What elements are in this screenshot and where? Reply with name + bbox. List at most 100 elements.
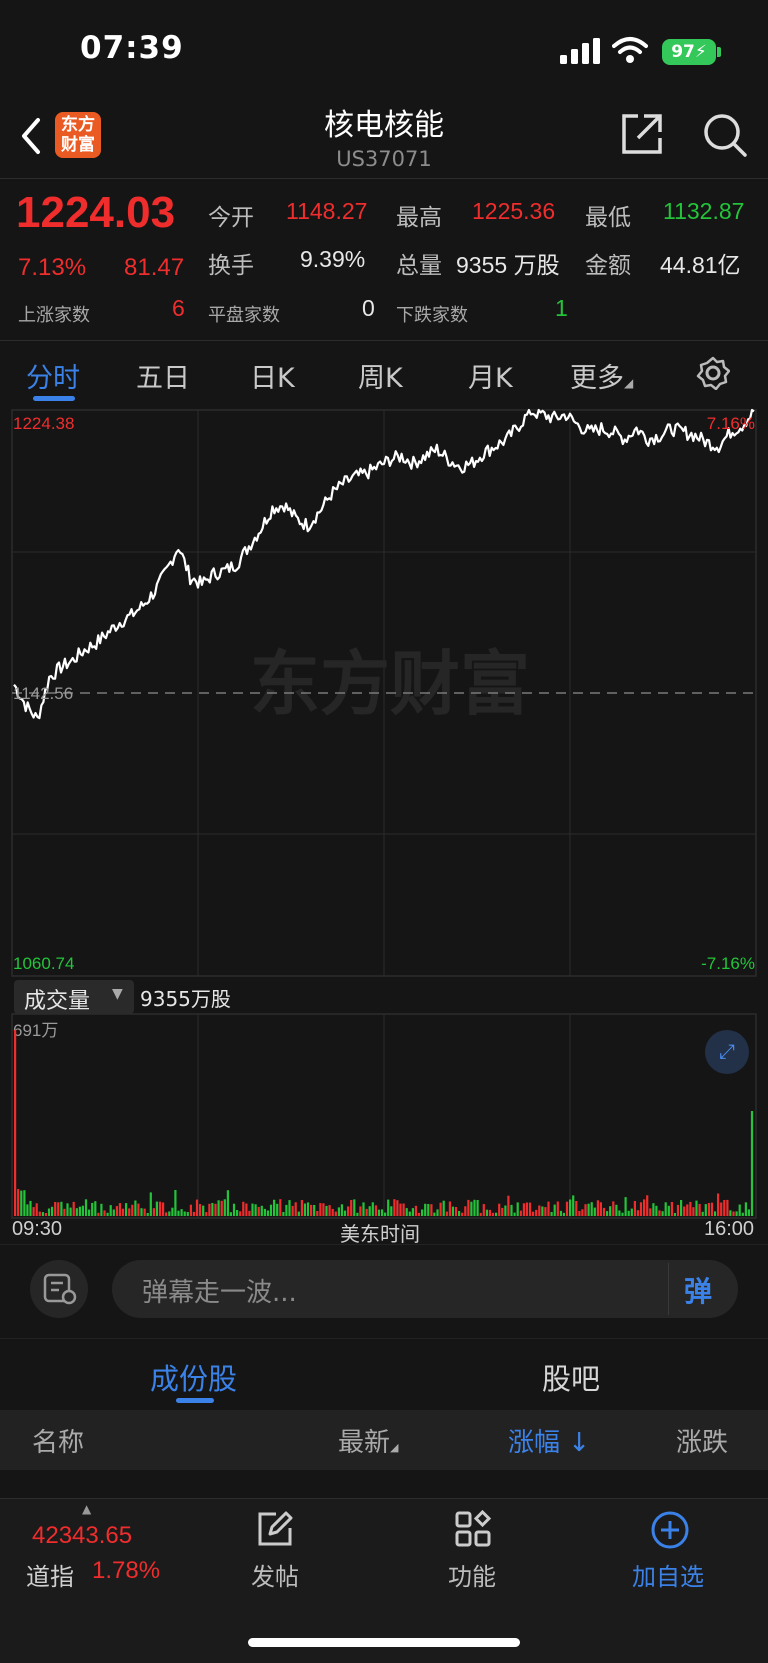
volume-bar bbox=[60, 1201, 63, 1216]
index-change[interactable]: 1.78% bbox=[92, 1557, 161, 1584]
x-mid-label: 美东时间 bbox=[340, 1224, 420, 1246]
volume-bar bbox=[328, 1205, 331, 1216]
y-min-label: 1060.74 bbox=[13, 954, 74, 973]
tab-stock-forum[interactable]: 股吧 bbox=[542, 1362, 601, 1396]
share-icon[interactable] bbox=[620, 112, 664, 156]
y-max-label: 1224.38 bbox=[13, 414, 74, 433]
volume-bar bbox=[427, 1204, 430, 1216]
volume-bar bbox=[340, 1204, 343, 1216]
danmaku-placeholder: 弹幕走一波... bbox=[142, 1278, 297, 1308]
volume-bar bbox=[143, 1208, 146, 1216]
volume-bar bbox=[439, 1202, 442, 1216]
volume-bar bbox=[257, 1207, 260, 1216]
volume-bar bbox=[442, 1200, 445, 1216]
volume-bar bbox=[319, 1203, 322, 1216]
tab-underline bbox=[33, 396, 75, 401]
volume-bar bbox=[707, 1203, 710, 1216]
volume-bar bbox=[14, 1030, 17, 1216]
volume-bar bbox=[223, 1199, 226, 1216]
tab-constituents[interactable]: 成份股 bbox=[150, 1362, 238, 1396]
volume-bar bbox=[538, 1205, 541, 1216]
volume-bar bbox=[103, 1210, 106, 1216]
tab-five-day[interactable]: 五日 bbox=[136, 363, 190, 394]
settings-icon[interactable] bbox=[696, 356, 730, 390]
index-value[interactable]: 42343.65 bbox=[32, 1522, 133, 1549]
high-label: 最高 bbox=[396, 205, 442, 231]
volume-bar bbox=[155, 1201, 158, 1216]
volume-bar bbox=[689, 1201, 692, 1216]
nav-post[interactable]: 发帖 bbox=[251, 1563, 299, 1591]
volume-bar bbox=[618, 1210, 621, 1216]
danmaku-send-button[interactable]: 弹 bbox=[684, 1275, 713, 1308]
danmaku-divider-bottom bbox=[0, 1338, 768, 1339]
volume-bar bbox=[94, 1201, 97, 1216]
volume-bar bbox=[673, 1213, 676, 1216]
volume-bar bbox=[78, 1206, 81, 1216]
volume-bar bbox=[535, 1209, 538, 1216]
volume-bar bbox=[266, 1210, 269, 1216]
tab-more[interactable]: 更多◢ bbox=[570, 363, 634, 394]
volume-bar bbox=[57, 1202, 60, 1216]
prev-close-label: 1142.56 bbox=[13, 684, 73, 703]
y-max-pct: 7.16% bbox=[707, 414, 755, 433]
volume-bar bbox=[646, 1195, 649, 1216]
volume-bar bbox=[609, 1206, 612, 1216]
volume-bar bbox=[633, 1201, 636, 1216]
chevron-left-icon[interactable] bbox=[18, 116, 44, 156]
column-latest[interactable]: 最新◢ bbox=[338, 1428, 399, 1458]
add-watchlist-icon[interactable] bbox=[650, 1510, 690, 1550]
column-name[interactable]: 名称 bbox=[32, 1428, 85, 1458]
post-icon[interactable] bbox=[256, 1510, 294, 1548]
x-end-label: 16:00 bbox=[704, 1218, 755, 1240]
volume-bar bbox=[112, 1209, 115, 1216]
danmaku-input[interactable] bbox=[112, 1260, 738, 1318]
volume-bar bbox=[461, 1212, 464, 1216]
volume-bar bbox=[717, 1193, 720, 1216]
volume-bar bbox=[701, 1211, 704, 1216]
tab-weekly-k[interactable]: 周K bbox=[358, 363, 403, 394]
nav-functions[interactable]: 功能 bbox=[448, 1563, 496, 1591]
functions-icon[interactable] bbox=[454, 1510, 492, 1548]
volume-bar bbox=[433, 1212, 436, 1216]
volume-bar bbox=[553, 1204, 556, 1216]
volume-bar bbox=[347, 1206, 350, 1216]
volume-indicator-dropdown[interactable] bbox=[14, 980, 134, 1014]
volume-bar bbox=[217, 1200, 220, 1216]
column-change-pct[interactable]: 涨幅 ↓ bbox=[508, 1428, 591, 1458]
volume-bar bbox=[501, 1207, 504, 1216]
volume-bar bbox=[17, 1189, 20, 1216]
volume-bar bbox=[522, 1203, 525, 1216]
search-icon[interactable] bbox=[702, 112, 748, 158]
volume-total: 9355万股 bbox=[140, 987, 231, 1011]
volume-bar bbox=[260, 1205, 263, 1216]
volume-bar bbox=[519, 1210, 522, 1216]
tab-monthly-k[interactable]: 月K bbox=[468, 363, 513, 394]
volume-bar bbox=[131, 1204, 134, 1216]
volume-bar bbox=[72, 1201, 75, 1216]
volume-bar bbox=[66, 1203, 69, 1216]
expand-icon[interactable]: ⤢ bbox=[705, 1030, 749, 1074]
volume-bar bbox=[251, 1203, 254, 1216]
volume-bar bbox=[97, 1212, 100, 1216]
volume-bar bbox=[162, 1202, 165, 1216]
volume-bar bbox=[467, 1199, 470, 1216]
volume-bar bbox=[291, 1205, 294, 1216]
tab-intraday[interactable]: 分时 bbox=[26, 363, 80, 394]
tab-daily-k[interactable]: 日K bbox=[250, 363, 295, 394]
index-name[interactable]: 道指 bbox=[26, 1563, 74, 1591]
volume-bar bbox=[128, 1208, 131, 1216]
volume-bar bbox=[115, 1206, 118, 1216]
volume-bar bbox=[168, 1211, 171, 1216]
volume-bar bbox=[390, 1206, 393, 1216]
volume-bar bbox=[236, 1210, 239, 1216]
volume-bar bbox=[710, 1202, 713, 1216]
volume-bar bbox=[316, 1211, 319, 1216]
nav-add-watchlist[interactable]: 加自选 bbox=[632, 1563, 704, 1591]
volume-bar bbox=[226, 1190, 229, 1216]
volume-bar bbox=[269, 1204, 273, 1216]
volume-bar bbox=[158, 1201, 162, 1216]
turnover-value: 9.39% bbox=[300, 246, 366, 272]
volume-bar bbox=[575, 1201, 578, 1216]
volume-bar bbox=[661, 1211, 664, 1216]
column-change[interactable]: 涨跌 bbox=[676, 1428, 729, 1458]
